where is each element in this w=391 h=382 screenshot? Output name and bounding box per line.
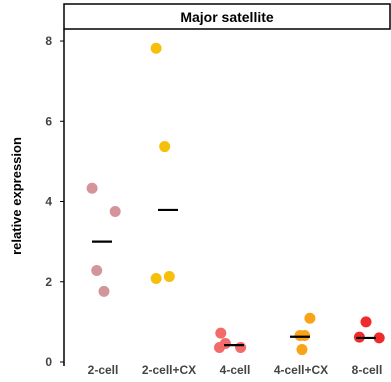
data-point [164,271,175,282]
data-point [98,286,109,297]
chart-title: Major satellite [180,9,274,25]
x-tick-label: 2-cell+CX [142,363,196,377]
x-tick-label: 4-cell [220,363,251,377]
data-point [91,265,102,276]
data-point [151,273,162,284]
y-tick-label: 0 [45,355,52,369]
data-point [214,342,225,353]
data-point [87,183,98,194]
data-point [159,141,170,152]
data-point [295,330,306,341]
data-point [304,313,315,324]
y-axis-title: relative expression [9,137,24,255]
data-point [296,344,307,355]
data-point [215,328,226,339]
x-tick-label: 4-cell+CX [274,363,328,377]
x-tick-label: 8-cell [352,363,383,377]
y-tick-label: 4 [45,195,52,209]
data-point [151,43,162,54]
y-tick-label: 6 [45,114,52,128]
y-tick-label: 2 [45,275,52,289]
y-tick-label: 8 [45,34,52,48]
data-point [361,316,372,327]
x-tick-label: 2-cell [88,363,119,377]
data-point [110,206,121,217]
data-point [235,342,246,353]
